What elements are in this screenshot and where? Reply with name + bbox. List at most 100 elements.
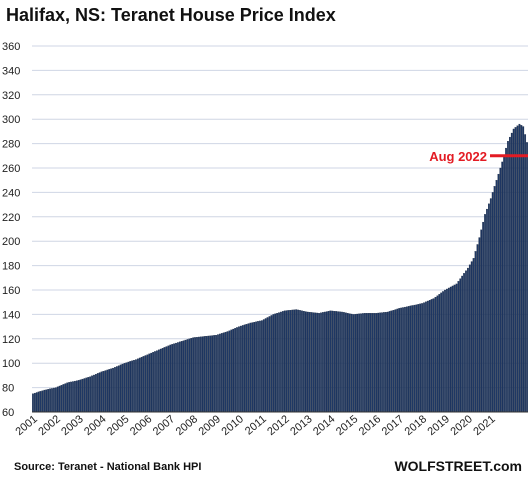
- y-tick-label: 340: [2, 65, 20, 77]
- x-axis-ticks: 2001200220032004200520062007200820092010…: [13, 413, 497, 438]
- bar: [54, 387, 57, 413]
- bar: [240, 325, 242, 413]
- bar: [503, 154, 506, 413]
- x-tick-label: 2019: [426, 413, 452, 438]
- bar: [289, 310, 292, 413]
- bar: [432, 298, 435, 413]
- bar: [402, 307, 404, 413]
- x-tick-label: 2018: [403, 413, 429, 438]
- bar: [131, 360, 134, 413]
- y-tick-label: 320: [2, 90, 20, 102]
- grid-lines: [32, 45, 528, 413]
- bar: [409, 305, 412, 413]
- bar: [472, 258, 475, 413]
- bar: [314, 312, 317, 413]
- chart-title: Halifax, NS: Teranet House Price Index: [6, 5, 336, 25]
- x-tick-label: 2021: [471, 413, 497, 438]
- bar: [91, 375, 93, 413]
- bar: [384, 312, 387, 413]
- bar: [81, 378, 84, 413]
- bar: [203, 336, 206, 413]
- bar: [98, 372, 101, 413]
- bar: [455, 283, 458, 413]
- bar: [386, 311, 389, 413]
- bar: [322, 312, 324, 413]
- bar: [157, 349, 160, 413]
- y-tick-label: 280: [2, 139, 20, 151]
- bar: [117, 365, 120, 413]
- bar: [178, 341, 181, 413]
- bar: [133, 360, 135, 413]
- bar: [524, 134, 527, 413]
- bar: [148, 353, 151, 413]
- bar: [365, 313, 368, 413]
- y-tick-label: 140: [2, 309, 20, 321]
- bar: [270, 315, 273, 413]
- bar: [299, 310, 301, 413]
- bar: [442, 291, 444, 413]
- bar: [446, 288, 448, 413]
- bar: [352, 314, 355, 413]
- bar: [419, 303, 422, 413]
- bar: [488, 203, 490, 413]
- bar: [400, 307, 403, 413]
- bar: [213, 335, 216, 413]
- bar: [51, 388, 53, 413]
- bar: [350, 313, 353, 413]
- bar: [32, 393, 34, 413]
- bar: [135, 359, 137, 413]
- bar: [459, 278, 462, 413]
- bar: [281, 311, 284, 413]
- bar: [325, 311, 328, 413]
- bar: [396, 308, 399, 413]
- x-tick-label: 2009: [197, 413, 223, 438]
- bar: [383, 312, 385, 413]
- bar: [64, 383, 67, 413]
- bar: [390, 310, 393, 413]
- bar: [404, 306, 406, 413]
- bar: [388, 311, 391, 413]
- bar: [112, 367, 114, 413]
- bar: [87, 377, 90, 413]
- x-tick-label: 2014: [311, 413, 337, 438]
- bar: [165, 346, 168, 413]
- bar: [156, 350, 158, 413]
- bar: [348, 313, 351, 413]
- bar: [39, 391, 42, 413]
- bar: [371, 313, 374, 413]
- bar: [461, 275, 464, 413]
- bar: [226, 331, 229, 413]
- bar: [377, 312, 380, 413]
- bar: [238, 326, 240, 413]
- bar: [251, 322, 254, 413]
- bar: [41, 390, 44, 413]
- y-tick-label: 300: [2, 114, 20, 126]
- bar: [70, 381, 72, 413]
- bar: [291, 309, 294, 413]
- brand-label: WOLFSTREET.com: [394, 458, 522, 474]
- y-tick-label: 80: [2, 383, 14, 395]
- bar: [379, 312, 382, 413]
- y-tick-label: 220: [2, 212, 20, 224]
- y-tick-label: 200: [2, 236, 20, 248]
- bar: [234, 328, 237, 413]
- bar: [33, 392, 36, 413]
- bar: [224, 331, 227, 413]
- bar: [171, 344, 174, 413]
- bar: [266, 317, 269, 413]
- bar: [417, 304, 420, 413]
- bar: [220, 333, 223, 413]
- bar: [463, 273, 465, 413]
- bar: [43, 389, 46, 413]
- bar: [268, 316, 271, 413]
- bar: [293, 309, 296, 413]
- bar: [274, 313, 277, 413]
- bar: [425, 301, 427, 413]
- bar: [478, 237, 481, 413]
- bar: [79, 379, 82, 413]
- bar: [217, 334, 219, 413]
- bar: [247, 323, 250, 413]
- bar: [241, 325, 244, 413]
- bar: [245, 324, 248, 413]
